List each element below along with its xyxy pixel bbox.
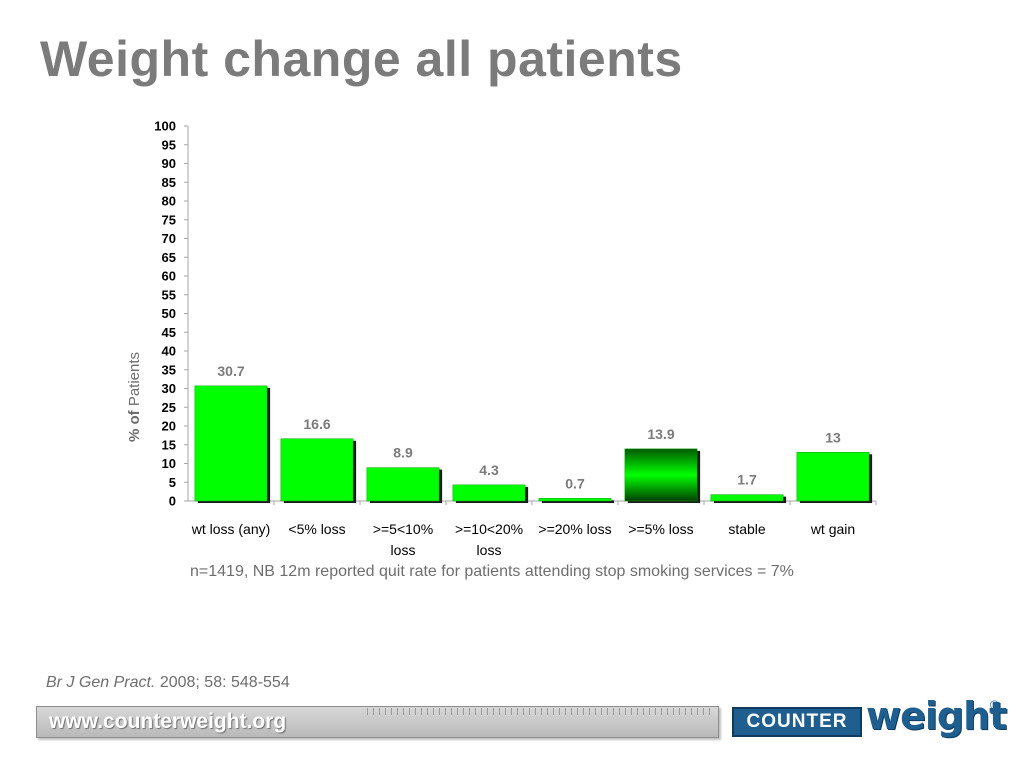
citation: Br J Gen Pract. 2008; 58: 548-554 xyxy=(46,674,290,692)
bar xyxy=(194,385,268,502)
y-tick-label: 30 xyxy=(162,381,176,396)
y-axis-label-rest: Patients xyxy=(126,352,143,410)
x-tick-label: stable xyxy=(728,521,766,537)
data-label: 4.3 xyxy=(479,462,499,478)
weight-change-bar-chart: % of Patients 0 5 10 15 20 25 30 35 40 45 50 55 60 65… xyxy=(126,119,877,558)
footer-url: www.counterweight.org xyxy=(49,710,287,733)
y-tick-label: 55 xyxy=(162,287,176,302)
y-tick-label: 95 xyxy=(162,137,176,152)
y-tick-label: 40 xyxy=(162,344,176,359)
y-tick-label: 60 xyxy=(162,269,176,284)
bar xyxy=(366,467,440,502)
data-label: 16.6 xyxy=(303,416,330,432)
y-axis-label-bold: % of xyxy=(126,409,143,442)
y-axis-label: % of Patients xyxy=(126,352,143,442)
y-tick-label: 10 xyxy=(162,456,176,471)
y-tick-label: 25 xyxy=(162,400,176,415)
y-tick-label: 0 xyxy=(169,494,176,509)
slide-title: Weight change all patients xyxy=(40,31,683,87)
ruler-decoration xyxy=(367,708,712,715)
y-tick-label: 75 xyxy=(162,212,176,227)
x-tick-label: >=5<10% loss xyxy=(373,521,433,558)
y-tick-label: 80 xyxy=(162,194,176,209)
data-label: 8.9 xyxy=(393,445,413,461)
x-tick-label: wt gain xyxy=(810,521,855,537)
counterweight-logo: COUNTER weight ® xyxy=(732,694,1007,746)
x-tick-label: <5% loss xyxy=(288,521,345,537)
bar xyxy=(538,498,612,502)
registered-icon: ® xyxy=(990,698,999,712)
data-label: 13 xyxy=(825,429,841,445)
bar xyxy=(796,452,870,502)
data-label: 30.7 xyxy=(217,363,244,379)
x-tick-label: wt loss (any) xyxy=(191,521,271,537)
y-tick-label: 50 xyxy=(162,306,176,321)
bar xyxy=(280,438,354,502)
y-tick-label: 85 xyxy=(162,175,176,190)
y-tick-label: 5 xyxy=(169,475,176,490)
x-tick-label: >=5% loss xyxy=(628,521,693,537)
data-label: 1.7 xyxy=(737,472,757,488)
citation-journal: Br J Gen Pract. xyxy=(46,674,156,691)
logo-counter-text: COUNTER xyxy=(732,707,862,737)
data-label: 13.9 xyxy=(647,426,674,442)
y-tick-label: 90 xyxy=(162,156,176,171)
y-tick-label: 15 xyxy=(162,437,176,452)
bar xyxy=(624,448,698,502)
logo-weight-text: weight xyxy=(866,694,1007,738)
y-tick-label: 20 xyxy=(162,419,176,434)
x-tick-label: >=20% loss xyxy=(538,521,611,537)
y-tick-label: 70 xyxy=(162,231,176,246)
data-label: 0.7 xyxy=(565,475,585,491)
y-tick-label: 100 xyxy=(154,119,176,134)
bar-shadow xyxy=(541,500,615,503)
footer-bar: www.counterweight.org xyxy=(36,706,719,738)
bar xyxy=(452,484,526,502)
x-tick-label: >=10<20% loss xyxy=(455,521,523,558)
y-tick-label: 45 xyxy=(162,325,176,340)
y-tick-label: 65 xyxy=(162,250,176,265)
citation-details: 2008; 58: 548-554 xyxy=(155,674,290,691)
bar xyxy=(710,494,784,502)
y-tick-label: 35 xyxy=(162,362,176,377)
sample-note: n=1419, NB 12m reported quit rate for pa… xyxy=(190,563,794,580)
